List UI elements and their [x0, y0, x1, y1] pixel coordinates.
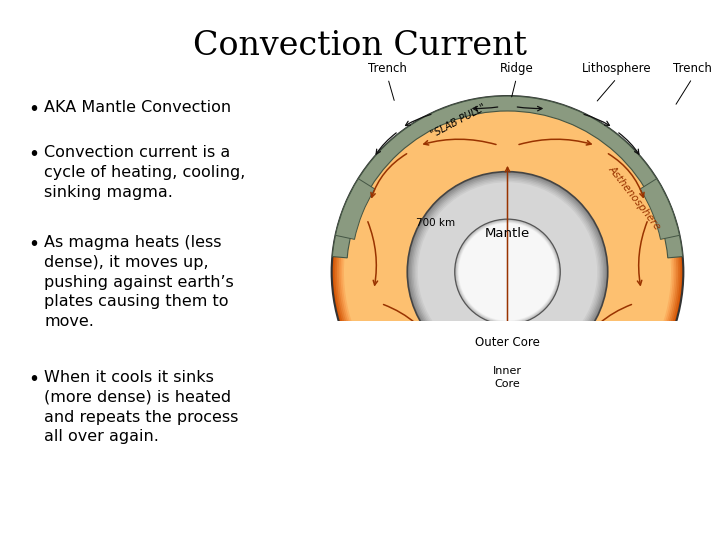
- Text: AKA Mantle Convection: AKA Mantle Convection: [44, 100, 231, 115]
- Text: Inner
Core: Inner Core: [493, 366, 522, 389]
- Text: Mantle: Mantle: [485, 227, 530, 240]
- Circle shape: [413, 178, 602, 366]
- Wedge shape: [336, 179, 375, 239]
- Circle shape: [333, 98, 682, 446]
- Bar: [300, 321, 715, 427]
- Text: Lithosphere: Lithosphere: [582, 62, 652, 75]
- Text: •: •: [28, 100, 39, 119]
- Circle shape: [332, 96, 683, 448]
- Text: Trench: Trench: [672, 62, 711, 75]
- Circle shape: [456, 220, 559, 324]
- Circle shape: [458, 222, 557, 321]
- Circle shape: [337, 102, 678, 442]
- Text: Convection Current: Convection Current: [193, 30, 527, 62]
- Circle shape: [410, 174, 605, 369]
- Circle shape: [412, 176, 603, 368]
- Text: Trench: Trench: [369, 62, 408, 75]
- Circle shape: [455, 219, 560, 325]
- Text: 700 km: 700 km: [416, 218, 455, 228]
- Circle shape: [341, 105, 675, 439]
- Text: "SLAB PULL": "SLAB PULL": [429, 102, 487, 139]
- Text: •: •: [28, 235, 39, 254]
- Text: Convection current is a
cycle of heating, cooling,
sinking magma.: Convection current is a cycle of heating…: [44, 145, 246, 200]
- Circle shape: [415, 179, 600, 364]
- Circle shape: [342, 106, 672, 437]
- Text: •: •: [28, 145, 39, 164]
- Text: Asthenosphere: Asthenosphere: [606, 164, 662, 232]
- Wedge shape: [640, 179, 680, 239]
- Text: As magma heats (less
dense), it moves up,
pushing against earth’s
plates causing: As magma heats (less dense), it moves up…: [44, 235, 234, 329]
- Text: Ridge: Ridge: [500, 62, 534, 75]
- Circle shape: [408, 172, 608, 372]
- Text: Outer Core: Outer Core: [475, 336, 540, 349]
- Circle shape: [456, 221, 559, 323]
- Circle shape: [409, 173, 606, 370]
- Text: When it cools it sinks
(more dense) is heated
and repeats the process
all over a: When it cools it sinks (more dense) is h…: [44, 370, 238, 444]
- Circle shape: [336, 99, 680, 444]
- Text: •: •: [28, 370, 39, 389]
- Circle shape: [338, 103, 676, 441]
- Circle shape: [418, 182, 597, 362]
- Circle shape: [344, 109, 671, 435]
- Wedge shape: [333, 96, 683, 258]
- Circle shape: [459, 223, 557, 321]
- Circle shape: [416, 181, 599, 363]
- Circle shape: [457, 221, 558, 322]
